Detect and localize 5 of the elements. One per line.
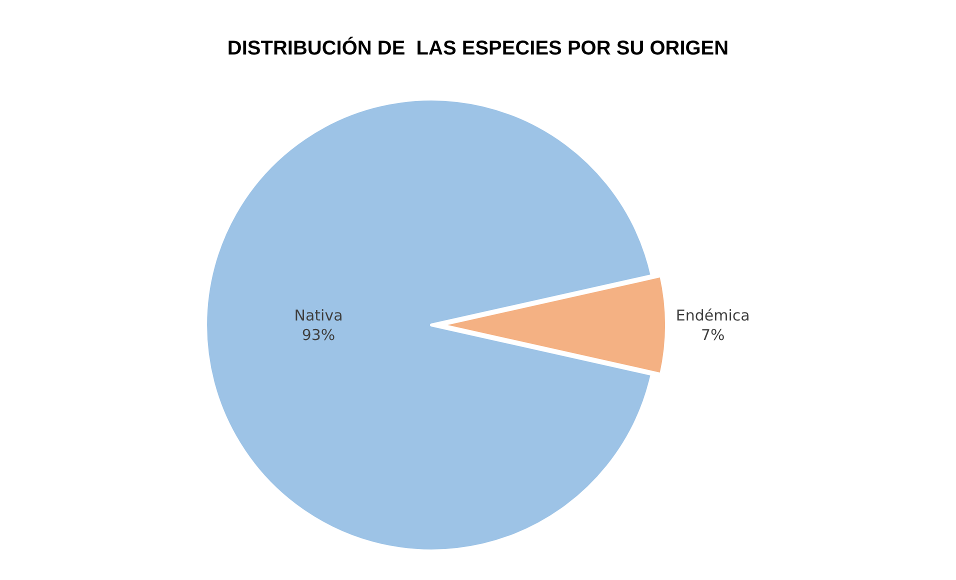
chart-title: DISTRIBUCIÓN DE LAS ESPECIES POR SU ORIGEN [227,36,729,60]
data-label: 93% [302,326,336,344]
slice-label: Endémica [676,306,750,324]
slice-label: Nativa [294,306,343,324]
data-label: 7% [700,326,725,344]
